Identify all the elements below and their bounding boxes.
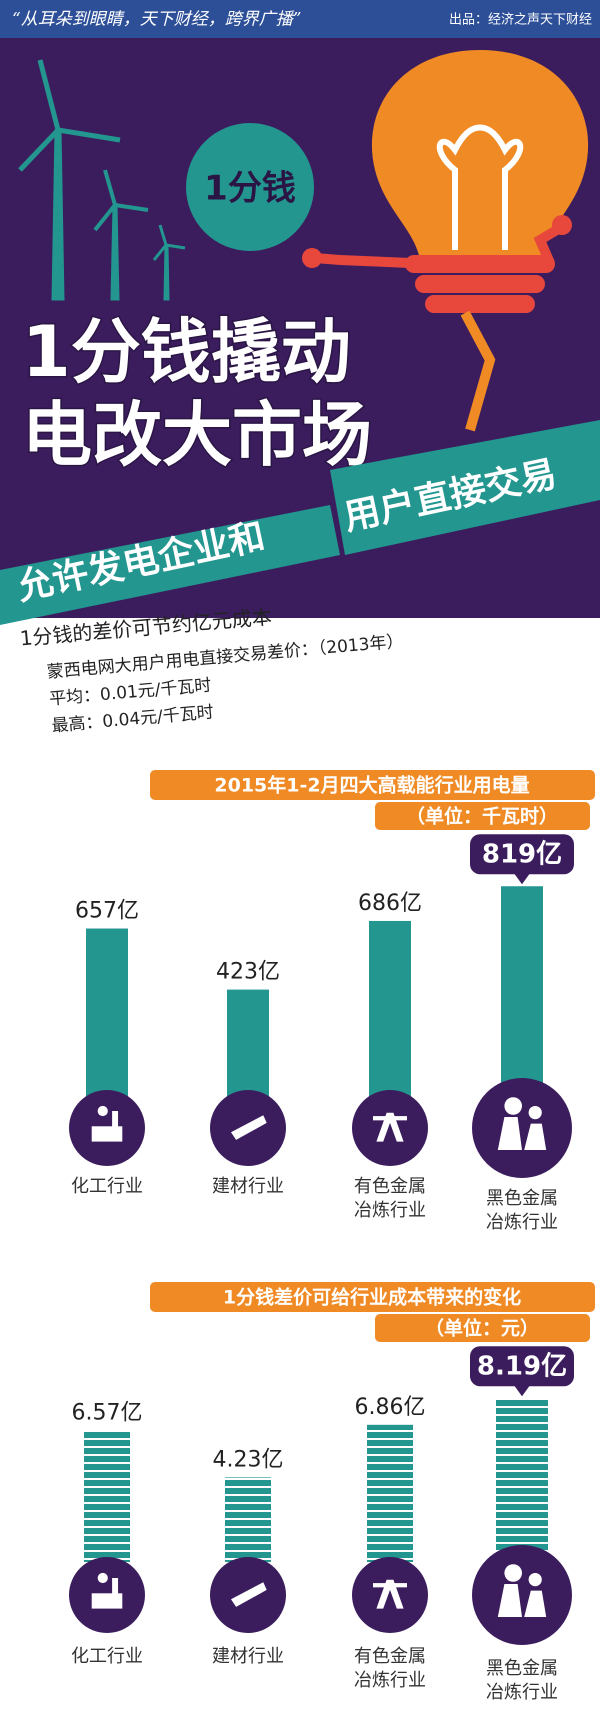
bar <box>496 1398 548 1562</box>
value-label: 423亿 <box>216 960 280 985</box>
icon <box>231 1115 267 1140</box>
value-label-box <box>514 1385 530 1397</box>
slogan: “从耳朵到眼睛，天下财经，跨界广播” <box>12 10 301 30</box>
category-label: 有色金属 冶炼行业 <box>354 1646 426 1691</box>
icon <box>91 1593 123 1609</box>
header-box <box>375 1314 590 1342</box>
hero-title: 1分钱撬动 <box>22 311 351 393</box>
chart-subtitle: （单位：元） <box>425 1317 539 1340</box>
bar <box>84 1430 130 1562</box>
category-label: 化工行业 <box>71 1646 143 1667</box>
chart-title: 2015年1-2月四大高载能行业用电量 <box>214 774 529 797</box>
badge-text: 1分钱 <box>204 169 296 209</box>
icon <box>376 1112 404 1142</box>
banner <box>330 420 600 555</box>
icon <box>373 1583 407 1588</box>
category-label: 黑色金属 冶炼行业 <box>486 1658 558 1703</box>
icon <box>504 1564 522 1582</box>
icon <box>524 1123 547 1150</box>
icon <box>97 1105 108 1117</box>
icon <box>231 1582 267 1607</box>
top-bar <box>0 0 600 38</box>
chart-title: 1分钱差价可给行业成本带来的变化 <box>223 1286 521 1309</box>
header-box <box>150 770 595 800</box>
producer: 出品：经济之声天下财经 <box>449 13 592 28</box>
icon <box>528 1106 542 1120</box>
icon <box>528 1573 542 1587</box>
value-label: 6.86亿 <box>355 1395 426 1420</box>
bar <box>225 1477 271 1562</box>
icon <box>112 1578 119 1595</box>
banner <box>0 505 340 625</box>
icon <box>497 1117 522 1150</box>
category-label: 化工行业 <box>71 1176 143 1197</box>
value-label: 686亿 <box>358 891 422 916</box>
value-label: 819亿 <box>482 840 562 870</box>
header-box <box>375 802 590 830</box>
category-label: 黑色金属 冶炼行业 <box>486 1188 558 1233</box>
bar <box>86 928 128 1100</box>
value-label-box <box>470 1346 574 1387</box>
intro-line: 最高：0.04元/千瓦时 <box>51 702 215 736</box>
icon-circle <box>472 1078 572 1178</box>
icon <box>373 1116 407 1121</box>
icon-circle <box>352 1090 428 1166</box>
bar <box>501 886 543 1100</box>
icon <box>497 1584 522 1617</box>
icon <box>112 1111 119 1128</box>
icon <box>97 1572 108 1584</box>
value-label: 4.23亿 <box>213 1447 284 1472</box>
icon <box>91 1126 123 1142</box>
hero-title: 电改大市场 <box>22 394 372 476</box>
value-label: 6.57亿 <box>72 1401 143 1426</box>
category-label: 有色金属 冶炼行业 <box>354 1176 426 1221</box>
value-label: 657亿 <box>75 899 139 924</box>
icon-circle <box>352 1557 428 1633</box>
category-label: 建材行业 <box>212 1176 284 1197</box>
bar <box>227 989 269 1100</box>
badge <box>186 123 314 251</box>
category-label: 建材行业 <box>212 1646 284 1667</box>
icon <box>504 1097 522 1115</box>
bar <box>367 1424 413 1562</box>
windmills <box>18 59 186 301</box>
icon <box>376 1579 404 1609</box>
value-label: 8.19亿 <box>477 1352 567 1382</box>
bulb <box>302 50 589 432</box>
value-label-box <box>514 873 530 885</box>
bar <box>369 920 411 1100</box>
chart-subtitle: （单位：千瓦时） <box>406 805 558 828</box>
value-label-box <box>470 834 574 875</box>
icon <box>524 1590 547 1617</box>
header-box <box>150 1282 595 1312</box>
icon-circle <box>472 1545 572 1645</box>
